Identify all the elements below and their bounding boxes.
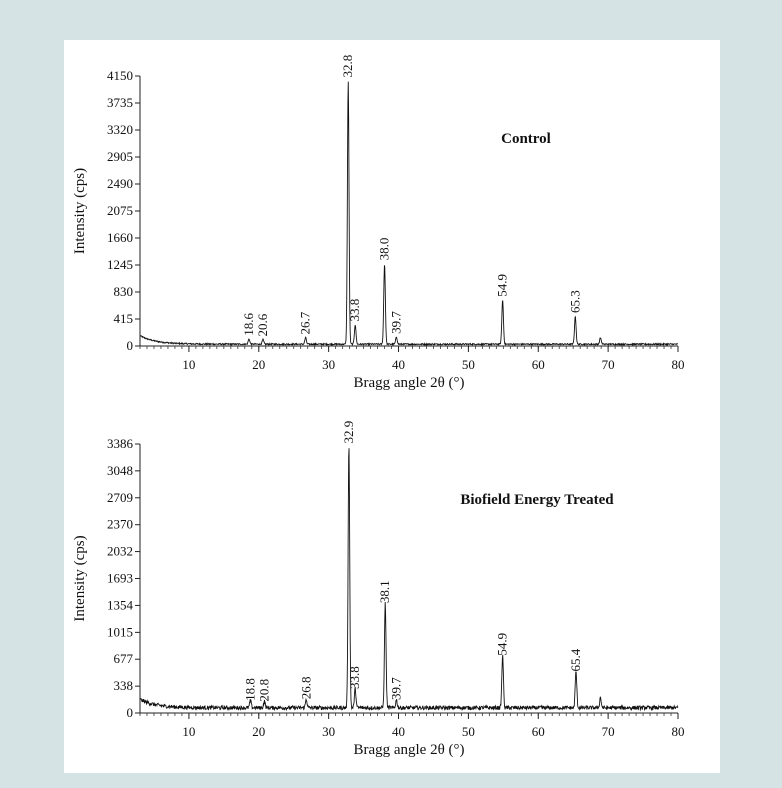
diffraction-trace (139, 81, 679, 347)
y-tick-label: 2032 (107, 544, 133, 559)
x-tick-label: 80 (672, 357, 685, 372)
panel-title: Biofield Energy Treated (460, 492, 614, 508)
peak-label: 65.3 (567, 290, 582, 313)
x-tick-label: 20 (252, 357, 265, 372)
xrd-figure: 10 20 30 40 50 60 70 80 0 415 830 1245 1660 2075 2490 2… (72, 55, 685, 758)
peak-label: 32.9 (341, 421, 356, 444)
peak-label: 54.9 (495, 274, 510, 297)
y-tick-label: 1693 (107, 571, 133, 586)
peak-label: 26.8 (298, 677, 313, 700)
x-axis-title: Bragg angle 2θ (°) (353, 375, 464, 391)
x-tick-label: 30 (322, 724, 335, 739)
y-tick-label: 0 (127, 705, 134, 720)
y-tick-label: 1660 (107, 230, 133, 245)
y-tick-label: 4150 (107, 68, 133, 83)
y-axis-title: Intensity (cps) (72, 168, 88, 254)
peak-label: 33.8 (347, 666, 362, 689)
y-tick-label: 1015 (107, 624, 133, 639)
y-tick-label: 2370 (107, 517, 133, 532)
peak-label: 39.7 (388, 677, 403, 700)
y-tick-label: 2905 (107, 149, 133, 164)
y-tick-label: 2709 (107, 490, 133, 505)
y-tick-label: 2490 (107, 176, 133, 191)
peak-label: 38.0 (377, 238, 392, 261)
peak-label: 39.7 (388, 311, 403, 334)
x-tick-label: 70 (602, 357, 615, 372)
y-tick-label: 3735 (107, 95, 133, 110)
x-tick-label: 50 (462, 724, 475, 739)
peak-label: 20.6 (255, 313, 270, 336)
y-tick-label: 1245 (107, 257, 133, 272)
x-tick-label: 10 (182, 724, 195, 739)
peak-label: 18.6 (241, 313, 256, 336)
peak-label: 26.7 (298, 311, 313, 334)
peak-label: 54.9 (495, 633, 510, 656)
xrd-panel-2: 10 20 30 40 50 60 70 80 0 338 677 1015 1354 1693 2032 2… (72, 421, 685, 758)
peak-label: 33.8 (347, 299, 362, 322)
x-tick-label: 70 (602, 724, 615, 739)
x-axis-title: Bragg angle 2θ (°) (353, 742, 464, 758)
y-tick-label: 2075 (107, 203, 133, 218)
figure-frame: 10 20 30 40 50 60 70 80 0 415 830 1245 1660 2075 2490 2… (64, 40, 720, 773)
x-tick-label: 10 (182, 357, 195, 372)
x-tick-label: 80 (672, 724, 685, 739)
peak-label: 18.8 (242, 678, 257, 701)
y-tick-label: 0 (127, 338, 134, 353)
x-tick-label: 30 (322, 357, 335, 372)
y-axis-title: Intensity (cps) (72, 535, 88, 621)
x-tick-label: 20 (252, 724, 265, 739)
peak-label: 20.8 (256, 679, 271, 702)
x-tick-label: 40 (392, 724, 405, 739)
peak-label: 32.8 (340, 55, 355, 78)
x-tick-label: 40 (392, 357, 405, 372)
xrd-panel-1: 10 20 30 40 50 60 70 80 0 415 830 1245 1660 2075 2490 2… (72, 55, 685, 391)
x-tick-label: 60 (532, 357, 545, 372)
y-tick-label: 677 (114, 651, 134, 666)
y-tick-label: 338 (114, 678, 134, 693)
diffraction-trace (139, 448, 679, 712)
panel-title: Control (501, 131, 551, 147)
y-tick-label: 3320 (107, 122, 133, 137)
x-tick-label: 60 (532, 724, 545, 739)
peak-label: 38.1 (377, 580, 392, 603)
peak-label: 65.4 (568, 648, 583, 671)
y-tick-label: 3386 (107, 436, 134, 451)
y-tick-label: 1354 (107, 597, 134, 612)
y-tick-label: 3048 (107, 463, 133, 478)
x-tick-label: 50 (462, 357, 475, 372)
y-tick-label: 415 (114, 311, 134, 326)
y-tick-label: 830 (114, 284, 134, 299)
